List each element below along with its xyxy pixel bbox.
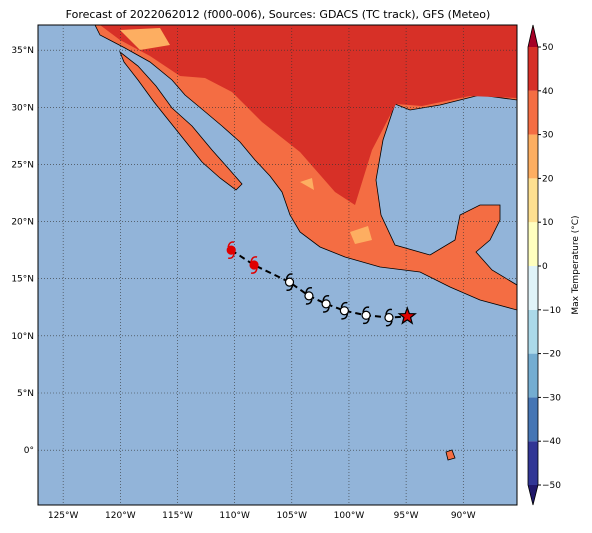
y-tick-label: 20°N [11,218,34,228]
colorbar-bin [528,90,538,135]
storm-marker [249,260,259,270]
colorbar-bin [528,353,538,398]
colorbar-bin [528,397,538,442]
y-tick-label: 10°N [11,332,34,342]
y-tick-label: 0° [24,446,34,456]
storm-swirl [285,273,294,292]
storm-swirl [305,286,313,305]
x-tick-label: 115°W [162,511,193,521]
colorbar-tick-label: −20 [542,350,561,360]
colorbar-bin [528,441,538,485]
colorbar-label: Max Temperature (°C) [571,215,581,314]
storm-marker [339,306,349,316]
x-tick-label: 110°W [219,511,250,521]
colorbar-tick-label: 50 [542,43,554,53]
colorbar-bin [528,266,538,310]
storm-marker [304,291,314,301]
storm-marker [384,312,394,323]
x-tick-label: 120°W [105,511,136,521]
colorbar-bin [528,178,538,223]
colorbar-tick-label: 20 [542,174,554,184]
y-tick-label: 15°N [11,275,34,285]
colorbar-tick-label: −40 [542,437,561,447]
colorbar-tick-label: 30 [542,131,554,141]
x-tick-label: 105°W [277,511,308,521]
y-tick-label: 25°N [11,160,34,170]
storm-marker [361,310,371,320]
storm-swirl [322,294,330,313]
colorbar-tick-label: 0 [542,262,548,272]
y-tick-label: 35°N [11,46,34,56]
colorbar-bin [528,134,538,179]
colorbar-bin [528,222,538,266]
baja-california [119,50,243,191]
islands [445,449,456,461]
storm-swirl [250,256,258,274]
hot-region [100,25,517,205]
storm-marker [284,277,295,287]
storm-marker [321,299,331,309]
storm-marker [226,245,236,255]
colorbar-bin [528,309,538,354]
x-tick-label: 95°W [394,511,419,521]
x-tick-label: 100°W [334,511,365,521]
y-tick-label: 30°N [11,103,34,113]
track-line [230,249,408,319]
chart-title: Forecast of 2022062012 (f000-006), Sourc… [66,8,491,21]
map-area [38,25,517,505]
y-tick-label: 5°N [17,389,34,399]
storm-swirl [340,301,349,320]
colorbar-tick-label: −10 [542,306,561,316]
colorbar-tick-label: 10 [542,218,554,228]
storm-swirl [385,308,393,327]
colorbar-tick-label: 40 [542,87,554,97]
storm-swirl [227,241,235,260]
map-frame [37,24,518,506]
storm-position [397,306,417,325]
colorbar-over [528,25,538,47]
colorbar-tick-label: −30 [542,393,561,403]
x-tick-label: 125°W [48,511,79,521]
colorbar-under [528,485,538,505]
colorbar-tick-label: −50 [542,481,561,491]
storm-swirl [362,306,370,325]
colorbar-bin [528,47,538,91]
x-tick-label: 90°W [451,511,476,521]
